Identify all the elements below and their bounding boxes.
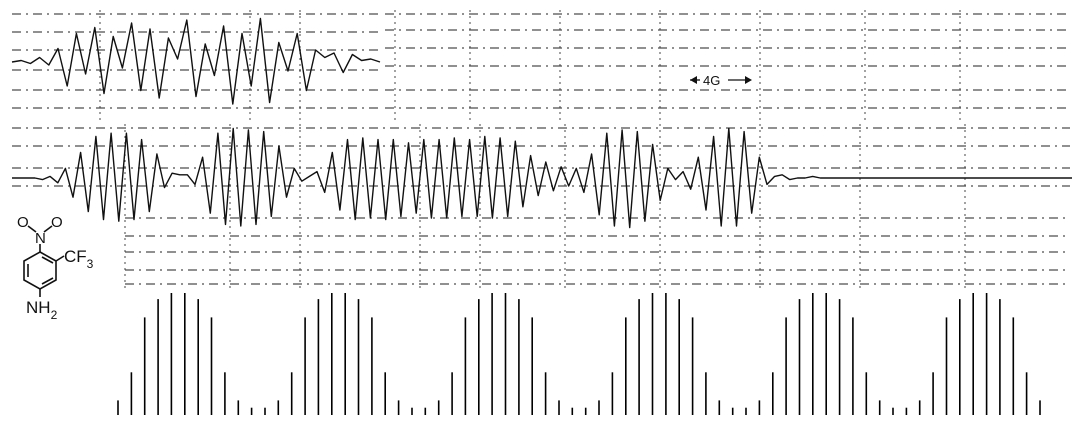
cf3-label: CF3 <box>64 247 94 271</box>
amine-label: NH2 <box>26 298 58 322</box>
nitro-n-label: N <box>35 230 46 247</box>
stick-spectrum <box>118 293 1040 415</box>
field-scale-marker: 4G <box>690 73 752 88</box>
field-scale-label: 4G <box>703 73 720 88</box>
nitro-o-label-left: O <box>17 214 29 231</box>
upper-spectrum-trace <box>12 19 380 105</box>
full-spectrum-trace <box>12 128 1072 227</box>
chart-paper-grid <box>12 10 1070 292</box>
molecule-structure: N O O CF3 NH2 <box>17 214 94 322</box>
nitro-o-label-right: O <box>51 214 63 231</box>
